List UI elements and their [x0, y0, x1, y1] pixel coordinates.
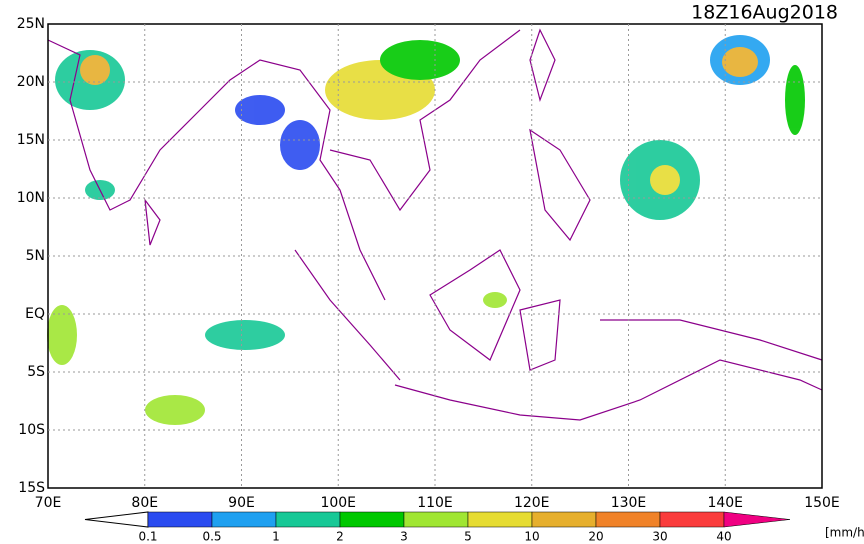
- colorbar-segment: [211, 511, 277, 528]
- lon-label: 120E: [514, 495, 550, 511]
- colorbar-high: [723, 511, 791, 528]
- colorbar-segment: [275, 511, 341, 528]
- lat-label: 5N: [26, 248, 45, 264]
- lon-label: 130E: [611, 495, 647, 511]
- colorbar-label: 5: [464, 530, 472, 544]
- colorbar-label: 40: [716, 530, 731, 544]
- lon-label: 70E: [35, 495, 62, 511]
- lon-label: 140E: [707, 495, 743, 511]
- lat-label: 10N: [17, 190, 45, 206]
- colorbar-segment: [147, 511, 213, 528]
- lat-label: 15N: [17, 132, 45, 148]
- colorbar-label: 0.1: [138, 530, 157, 544]
- lon-label: 150E: [804, 495, 840, 511]
- lon-label: 110E: [417, 495, 453, 511]
- precip-blobs: [47, 35, 805, 425]
- colorbar-label: 10: [524, 530, 539, 544]
- lon-label: 80E: [131, 495, 158, 511]
- coastlines: [47, 28, 823, 421]
- colorbar-label: 2: [336, 530, 344, 544]
- lat-label: 15S: [18, 480, 45, 496]
- lat-label: EQ: [25, 306, 45, 322]
- colorbar-segment: [403, 511, 469, 528]
- lat-label: 10S: [18, 422, 45, 438]
- colorbar-label: 3: [400, 530, 408, 544]
- lon-label: 90E: [228, 495, 255, 511]
- colorbar-unit: [mm/hr]: [825, 526, 864, 540]
- lon-label: 100E: [320, 495, 356, 511]
- colorbar-segment: [659, 511, 725, 528]
- colorbar-label: 0.5: [202, 530, 221, 544]
- lat-label: 20N: [17, 74, 45, 90]
- colorbar-label: 30: [652, 530, 667, 544]
- colorbar-low: [84, 511, 149, 528]
- colorbar-segment: [531, 511, 597, 528]
- colorbar-label: 1: [272, 530, 280, 544]
- colorbar-label: 20: [588, 530, 603, 544]
- colorbar-segment: [467, 511, 533, 528]
- colorbar-segment: [595, 511, 661, 528]
- lat-label: 5S: [27, 364, 45, 380]
- colorbar-segment: [339, 511, 405, 528]
- map-title: 18Z16Aug2018: [691, 2, 838, 24]
- lat-label: 25N: [17, 16, 45, 32]
